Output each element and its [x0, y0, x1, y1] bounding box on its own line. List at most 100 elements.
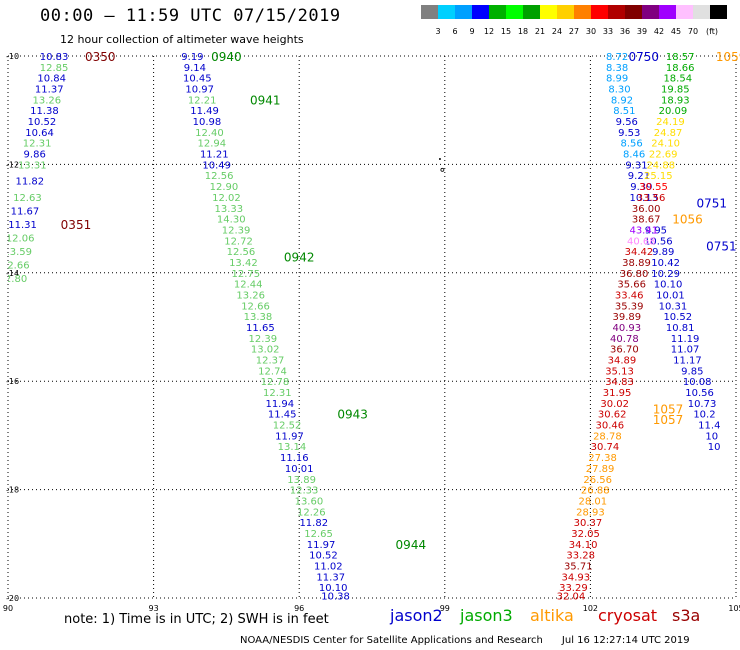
data-point-label: 33.46: [615, 290, 644, 301]
y-tick-label: -18: [6, 486, 19, 495]
y-tick-label: -14: [6, 269, 19, 278]
data-point-label: 10.52: [663, 312, 692, 323]
data-point-label: 34.83: [605, 377, 634, 388]
data-point-label: 13.42: [229, 258, 258, 269]
time-label: 0941: [250, 93, 281, 107]
x-tick-label: 102: [583, 604, 598, 613]
data-point-label: 10.01: [656, 290, 685, 301]
time-label: 0944: [396, 538, 427, 552]
colorbar-label: 70: [687, 27, 699, 36]
data-point-label: 28.01: [579, 496, 608, 507]
data-point-label: 8.30: [608, 85, 630, 96]
colorbar-label: 45: [670, 27, 682, 36]
data-point-label: 13.38: [244, 312, 273, 323]
data-point-label: 10.01: [285, 464, 314, 475]
colorbar-label: 21: [534, 27, 546, 36]
data-point-label: 13.59: [3, 247, 32, 258]
colorbar-label: 30: [585, 27, 597, 36]
data-point-label: 10.83: [40, 52, 69, 63]
data-point-label: 12.75: [231, 269, 260, 280]
data-point-label: 12.02: [212, 193, 241, 204]
data-point-label: 11.94: [265, 399, 294, 410]
y-tick-label: -16: [6, 377, 19, 386]
y-tick-label: -12: [6, 160, 19, 169]
data-point-label: 30.74: [591, 442, 620, 453]
data-point-label: 10.45: [183, 74, 212, 85]
time-label: 0350: [85, 50, 116, 64]
colorbar-label: 15: [500, 27, 512, 36]
data-point-label: 13.33: [215, 204, 244, 215]
data-point-label: 35.66: [617, 280, 646, 291]
data-point-label: 33.56: [637, 193, 666, 204]
colorbar-swatch: [642, 5, 659, 19]
data-point-label: 27.38: [588, 453, 617, 464]
data-point-label: 30.55: [639, 182, 668, 193]
data-point-label: 12.66: [241, 301, 270, 312]
data-point-label: 28.78: [593, 431, 622, 442]
island-mark: [440, 167, 445, 172]
colorbar-swatch: [710, 5, 727, 19]
colorbar-label: 33: [602, 27, 614, 36]
x-tick-label: 96: [294, 604, 304, 613]
data-point-label: 11.31: [8, 220, 37, 231]
data-point-label: 11.37: [316, 572, 345, 583]
colorbar-swatch: [608, 5, 625, 19]
data-point-label: 13.02: [251, 345, 280, 356]
data-point-label: 32.04: [557, 591, 586, 602]
island-mark: [438, 157, 441, 160]
y-tick-label: -20: [6, 594, 19, 603]
data-point-label: 11.17: [673, 356, 702, 367]
colorbar-label: 6: [452, 27, 458, 36]
data-point-label: 9.53: [618, 128, 640, 139]
data-point-label: 10.10: [319, 583, 348, 594]
data-point-label: 12.44: [234, 280, 263, 291]
time-label: 0942: [284, 251, 315, 265]
data-point-label: 30.46: [595, 421, 624, 432]
chart-footer: NOAA/NESDIS Center for Satellite Applica…: [240, 635, 690, 646]
data-point-label: 13.89: [287, 475, 316, 486]
data-point-label: 11.67: [11, 206, 40, 217]
data-point-label: 27.89: [586, 464, 615, 475]
colorbar-swatch: [438, 5, 455, 19]
colorbar-swatch: [540, 5, 557, 19]
colorbar-label: 18: [517, 27, 529, 36]
data-point-label: 28.93: [576, 507, 605, 518]
data-point-label: 10.38: [321, 591, 350, 602]
data-point-label: 30.37: [574, 518, 603, 529]
data-point-label: 10.56: [685, 388, 714, 399]
data-point-label: 39.89: [612, 312, 641, 323]
x-tick-label: 90: [3, 604, 13, 613]
data-point-label: 10.81: [666, 323, 695, 334]
data-point-label: 10.56: [644, 236, 673, 247]
data-point-label: 10.31: [659, 301, 688, 312]
data-point-label: 10.29: [651, 269, 680, 280]
legend-entry-s3a: s3a: [672, 606, 701, 625]
data-point-label: 12.06: [6, 234, 35, 245]
data-point-label: 20.09: [659, 106, 688, 117]
colorbar-swatch: [591, 5, 608, 19]
data-point-label: 12.94: [198, 139, 227, 150]
data-point-label: 13.26: [33, 95, 62, 106]
data-point-label: 11.97: [275, 431, 304, 442]
time-label: 1057: [653, 402, 684, 416]
data-point-label: 11.4: [698, 421, 720, 432]
data-point-label: 24.19: [656, 117, 685, 128]
data-point-label: 34.42: [625, 247, 654, 258]
chart-note: note: 1) Time is in UTC; 2) SWH is in fe…: [64, 612, 329, 627]
data-point-label: 11.82: [16, 177, 45, 188]
colorbar-swatch: [574, 5, 591, 19]
data-point-label: 26.56: [583, 475, 612, 486]
legend-entry-cryosat: cryosat: [598, 606, 658, 625]
time-label: 0351: [61, 218, 92, 232]
data-point-label: 12.31: [263, 388, 292, 399]
data-point-label: 10.13: [629, 193, 658, 204]
time-label: 0940: [211, 50, 242, 64]
data-point-label: 10.49: [202, 160, 231, 171]
colorbar-swatch: [489, 5, 506, 19]
data-point-label: 25.15: [644, 171, 673, 182]
colorbar-swatch: [625, 5, 642, 19]
data-point-label: 24.88: [646, 160, 675, 171]
colorbar-unit: (ft): [705, 27, 719, 36]
data-point-label: 11.82: [299, 518, 328, 529]
